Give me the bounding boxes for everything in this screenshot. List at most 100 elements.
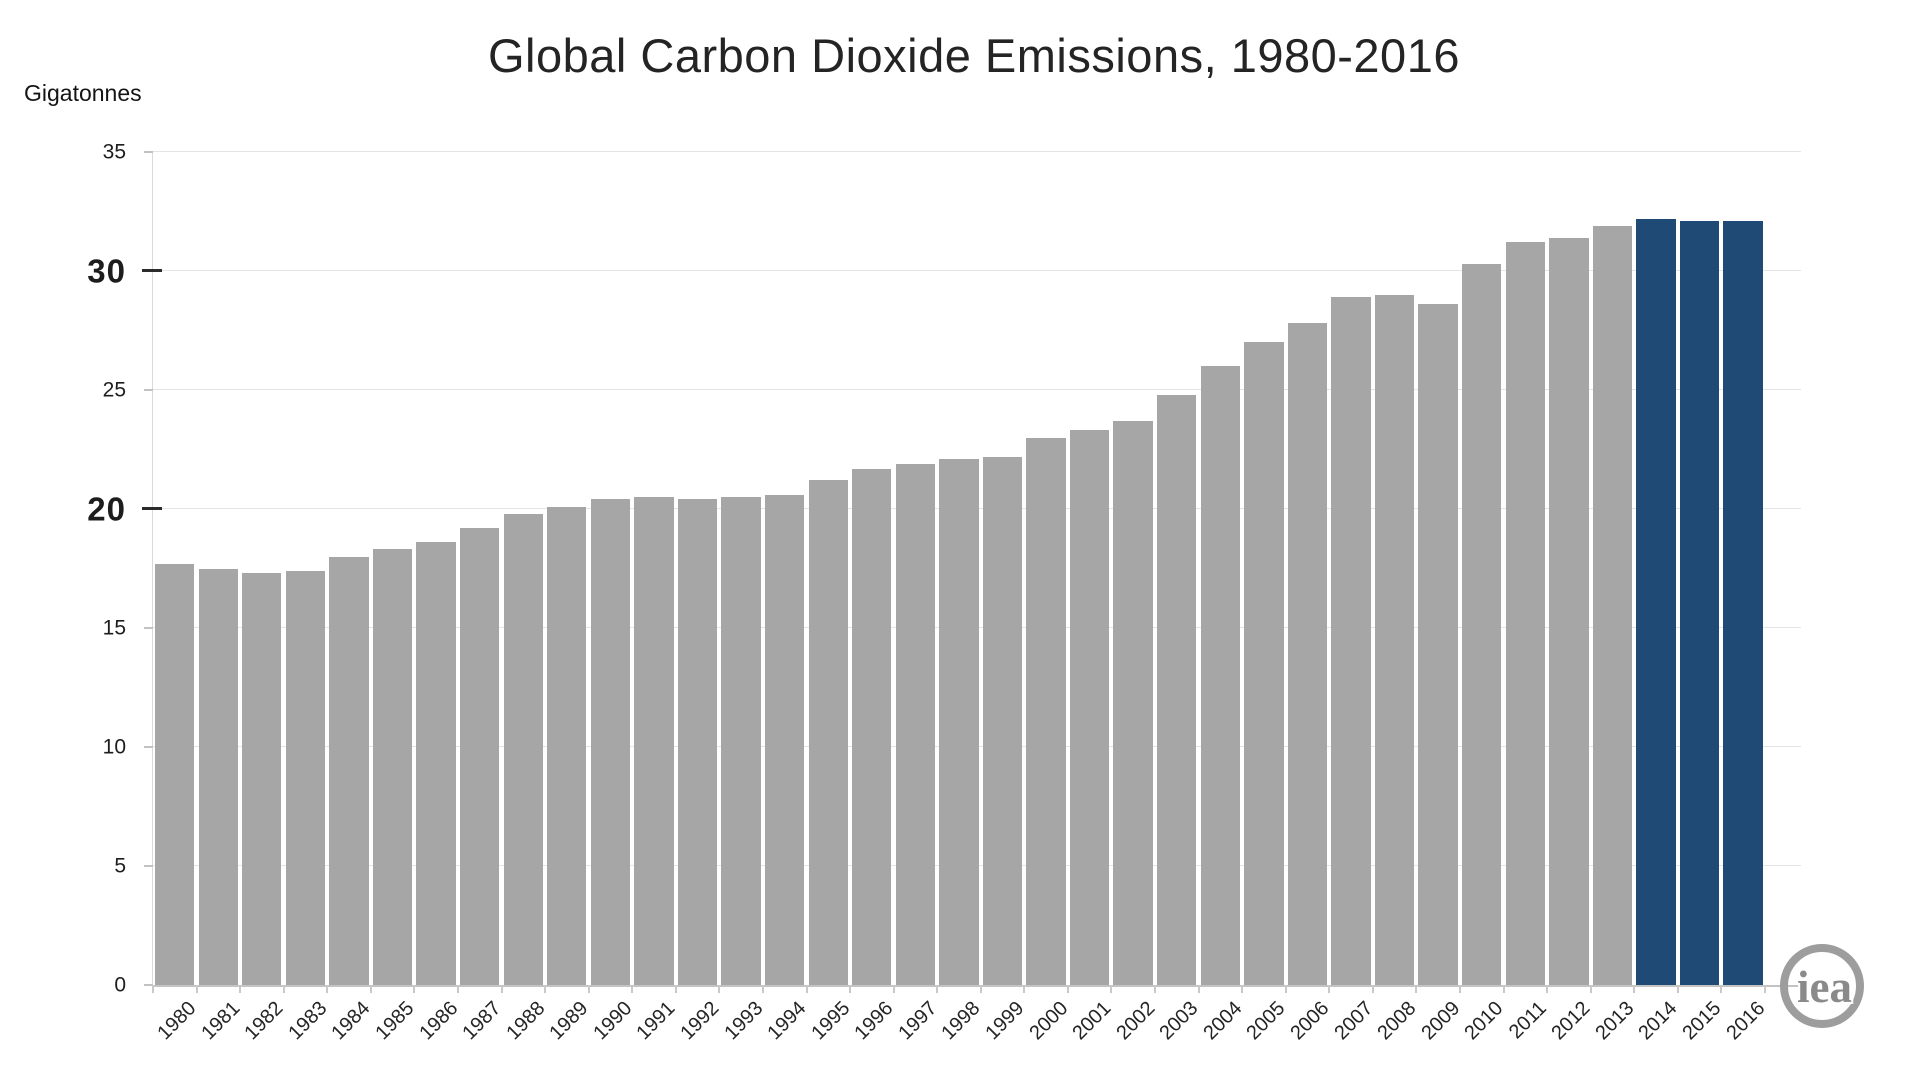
bar-2012	[1549, 237, 1589, 985]
bar-2005	[1244, 342, 1284, 985]
y-tick-mark-0	[144, 984, 153, 986]
x-tick-label-2014: 2014	[1634, 997, 1682, 1045]
y-tick-label-5: 5	[114, 854, 126, 878]
x-tick-label-1997: 1997	[894, 997, 942, 1045]
x-tick-mark	[1676, 985, 1679, 993]
x-tick-label-2007: 2007	[1329, 997, 1377, 1045]
x-tick-mark	[1415, 985, 1418, 993]
x-tick-label-2009: 2009	[1416, 997, 1465, 1045]
x-tick-mark	[979, 985, 982, 993]
bar-1983	[285, 570, 326, 985]
bar-2008	[1374, 294, 1415, 985]
x-tick-label-1981: 1981	[197, 997, 245, 1045]
x-tick-label-1990: 1990	[589, 997, 637, 1045]
x-tick-mark	[718, 985, 721, 993]
bar-2004	[1200, 366, 1240, 985]
bar-1995	[808, 480, 848, 985]
x-tick-label-2011: 2011	[1505, 997, 1552, 1044]
x-tick-label-1988: 1988	[502, 997, 550, 1045]
bar-1994	[764, 494, 805, 985]
bar-1998	[939, 459, 979, 985]
x-tick-label-1980: 1980	[153, 997, 201, 1045]
x-tick-mark	[1284, 985, 1287, 993]
x-tick-mark	[631, 985, 634, 993]
bar-1999	[982, 456, 1023, 985]
bar-1992	[677, 499, 718, 985]
bar-1986	[416, 542, 456, 985]
y-tick-label-20: 20	[87, 490, 126, 528]
y-tick-label-15: 15	[102, 616, 126, 640]
y-tick-mark-10	[144, 746, 153, 748]
x-tick-mark	[674, 985, 677, 993]
bar-2010	[1462, 263, 1502, 985]
y-tick-label-25: 25	[102, 378, 126, 402]
x-tick-label-2001: 2001	[1068, 997, 1116, 1045]
x-tick-label-1999: 1999	[981, 997, 1029, 1045]
x-tick-mark	[456, 985, 459, 993]
x-tick-label-2005: 2005	[1242, 997, 1290, 1045]
bar-1988	[503, 513, 543, 985]
gridline-25	[153, 389, 1801, 390]
bar-2016	[1723, 221, 1763, 985]
bar-2000	[1026, 437, 1066, 985]
x-tick-label-2016: 2016	[1721, 997, 1769, 1045]
bar-2013	[1592, 225, 1633, 985]
x-tick-label-1983: 1983	[284, 997, 332, 1045]
x-tick-mark	[1720, 985, 1723, 993]
x-tick-label-1993: 1993	[719, 997, 767, 1045]
x-tick-mark	[1633, 985, 1636, 993]
bar-1989	[547, 506, 587, 985]
y-tick-label-0: 0	[114, 973, 126, 997]
x-tick-label-1994: 1994	[763, 997, 811, 1045]
bar-1991	[634, 497, 674, 985]
x-tick-label-1998: 1998	[937, 997, 985, 1045]
gridline-35	[153, 151, 1801, 152]
bar-1997	[895, 463, 935, 985]
y-tick-mark-35	[144, 151, 153, 153]
bar-2015	[1679, 221, 1720, 985]
x-tick-label-1984: 1984	[327, 997, 375, 1045]
bar-2014	[1636, 218, 1676, 985]
x-tick-mark	[1546, 985, 1549, 993]
x-tick-mark	[1371, 985, 1374, 993]
x-tick-mark	[761, 985, 764, 993]
x-tick-mark	[239, 985, 242, 993]
x-tick-mark	[1589, 985, 1592, 993]
bar-2011	[1505, 242, 1545, 985]
y-tick-label-10: 10	[102, 735, 126, 759]
bar-1987	[459, 528, 500, 985]
x-tick-mark	[1241, 985, 1244, 993]
y-tick-label-35: 35	[102, 140, 126, 164]
x-tick-label-1982: 1982	[240, 997, 288, 1045]
y-tick-mark-20	[142, 507, 162, 510]
iea-logo: iea	[1780, 944, 1864, 1028]
x-tick-label-1989: 1989	[545, 997, 593, 1045]
x-tick-mark	[1502, 985, 1505, 993]
bar-1990	[590, 499, 631, 985]
bar-2007	[1331, 297, 1371, 985]
x-tick-label-2008: 2008	[1373, 997, 1421, 1045]
x-tick-mark	[544, 985, 547, 993]
bar-2002	[1113, 420, 1153, 985]
bar-2006	[1287, 323, 1328, 985]
x-tick-label-2010: 2010	[1460, 997, 1508, 1045]
x-tick-mark	[282, 985, 285, 993]
y-tick-mark-30	[142, 269, 162, 272]
x-tick-label-2006: 2006	[1286, 997, 1334, 1045]
x-tick-label-1987: 1987	[458, 997, 506, 1045]
x-tick-mark	[805, 985, 808, 993]
x-tick-label-2015: 2015	[1678, 997, 1726, 1045]
x-tick-mark	[326, 985, 329, 993]
x-tick-label-1992: 1992	[676, 997, 724, 1045]
y-tick-mark-5	[144, 865, 153, 867]
bar-1982	[242, 573, 282, 985]
x-tick-mark	[413, 985, 416, 993]
x-tick-mark	[1023, 985, 1026, 993]
x-tick-label-1995: 1995	[807, 997, 855, 1045]
x-tick-label-1996: 1996	[850, 997, 898, 1045]
x-tick-label-1991: 1991	[632, 997, 680, 1045]
bar-1993	[721, 497, 761, 985]
x-tick-mark	[1154, 985, 1157, 993]
x-tick-mark	[936, 985, 939, 993]
x-tick-mark	[849, 985, 852, 993]
